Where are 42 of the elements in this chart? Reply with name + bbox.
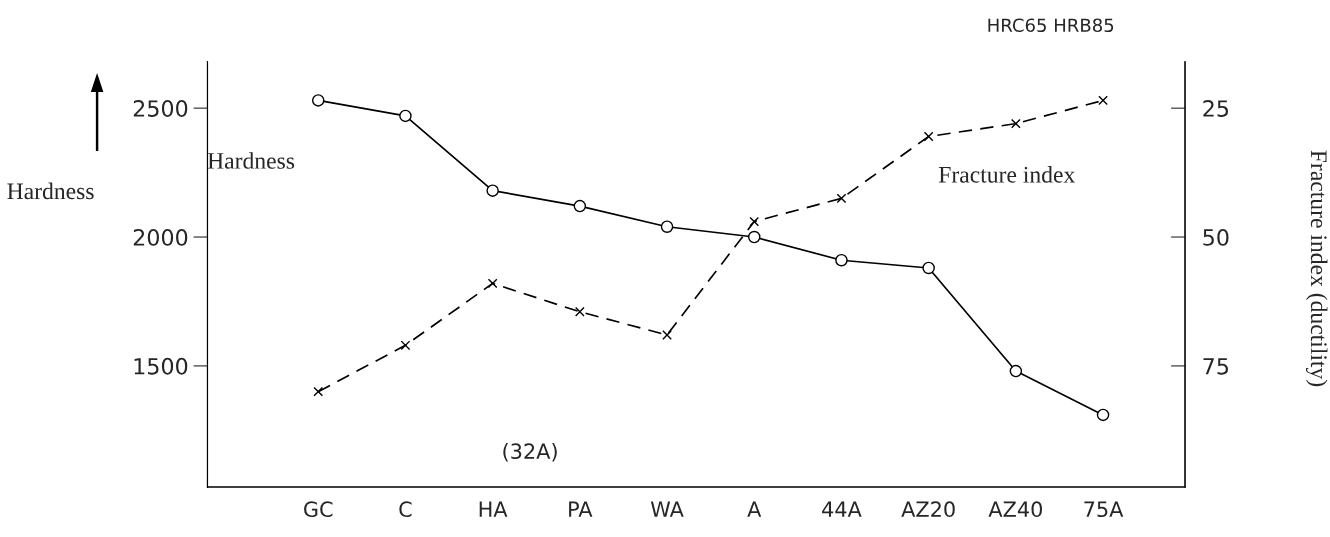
point bbox=[313, 386, 324, 397]
x-tick-label: GC bbox=[304, 501, 333, 518]
x-tick-label: 75A bbox=[1084, 501, 1124, 518]
point bbox=[660, 220, 674, 233]
point bbox=[573, 199, 587, 213]
text: HRC65 HRB85 bbox=[988, 18, 1114, 33]
y-axis-title: Hardness bbox=[7, 182, 94, 200]
y-tick-label: 2500 bbox=[133, 100, 188, 117]
y2-tick-label: 75 bbox=[1203, 358, 1229, 375]
point bbox=[399, 109, 412, 123]
point bbox=[923, 131, 934, 142]
y2-axis-title: Fracture index (ductility) bbox=[1305, 150, 1328, 387]
y2-tick-label: 50 bbox=[1203, 228, 1229, 246]
x-tick-label: WA bbox=[650, 501, 684, 517]
series-label: Fracture index bbox=[938, 166, 1075, 183]
text: Hardness bbox=[207, 152, 295, 169]
point bbox=[487, 278, 498, 289]
point bbox=[1010, 118, 1021, 129]
x-tick-label: AZ40 bbox=[988, 501, 1042, 518]
point bbox=[574, 306, 585, 317]
point bbox=[922, 261, 935, 275]
point bbox=[400, 340, 411, 351]
point bbox=[311, 94, 325, 107]
y-tick-label: 1500 bbox=[134, 357, 188, 375]
point bbox=[662, 330, 672, 340]
point bbox=[835, 253, 848, 267]
x-tick-label: C bbox=[399, 501, 412, 518]
x-tick-label: PA bbox=[569, 501, 593, 517]
y-tick-label: 2000 bbox=[133, 228, 188, 246]
x-tick-label: A bbox=[747, 501, 762, 517]
point bbox=[747, 230, 761, 244]
point bbox=[1009, 364, 1023, 378]
point bbox=[1096, 408, 1110, 422]
point bbox=[749, 216, 760, 227]
x-tick-label: 44A bbox=[822, 501, 862, 517]
point bbox=[1098, 95, 1108, 106]
x-tick-label: HA bbox=[479, 501, 508, 517]
annotation: (32A) bbox=[503, 442, 557, 462]
point bbox=[836, 193, 847, 204]
x-tick-label: AZ20 bbox=[901, 501, 955, 518]
y2-tick-label: 25 bbox=[1203, 100, 1229, 117]
point bbox=[486, 184, 499, 197]
